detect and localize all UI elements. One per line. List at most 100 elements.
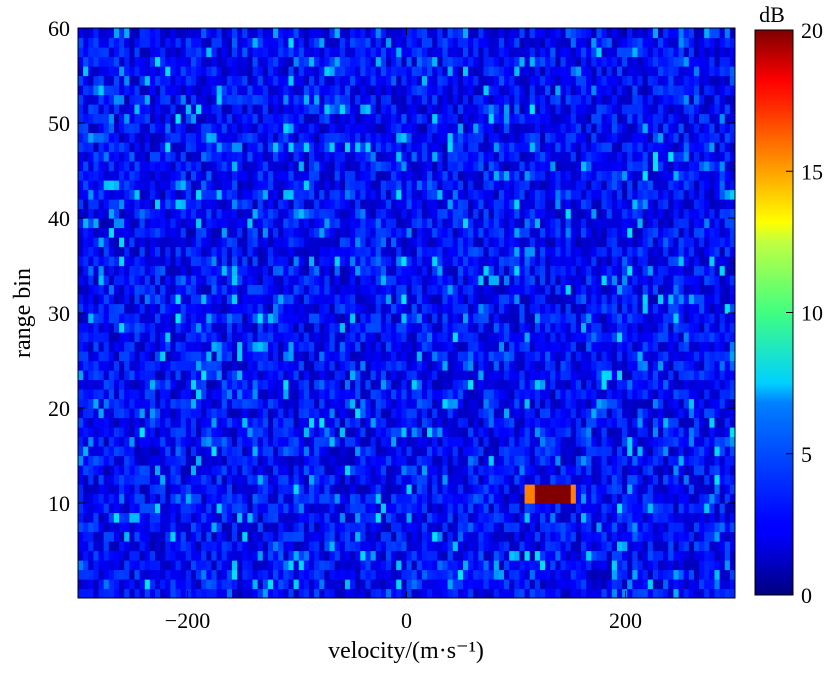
heatmap-cell	[581, 341, 587, 352]
heatmap-cell	[139, 474, 146, 485]
heatmap-cell	[509, 531, 515, 542]
heatmap-cell	[380, 360, 387, 371]
heatmap-cell	[663, 237, 669, 248]
heatmap-cell	[108, 569, 115, 580]
heatmap-cell	[437, 560, 444, 571]
heatmap-cell	[267, 569, 274, 580]
heatmap-cell	[534, 436, 541, 447]
heatmap-cell	[488, 493, 495, 504]
heatmap-cell	[226, 560, 233, 571]
heatmap-cell	[401, 341, 408, 352]
heatmap-cell	[175, 436, 182, 447]
heatmap-cell	[724, 550, 731, 561]
heatmap-cell	[329, 417, 336, 428]
heatmap-cell	[329, 275, 336, 286]
heatmap-cell	[283, 465, 290, 476]
heatmap-cell	[688, 256, 695, 267]
heatmap-cell	[247, 493, 254, 504]
heatmap-cell	[606, 474, 613, 485]
heatmap-cell	[560, 484, 567, 495]
heatmap-cell	[406, 294, 413, 305]
heatmap-cell	[678, 417, 685, 428]
heatmap-cell	[303, 294, 310, 305]
heatmap-cell	[329, 379, 336, 390]
heatmap-cell	[201, 227, 207, 238]
heatmap-cell	[534, 237, 541, 248]
heatmap-cell	[360, 360, 367, 371]
heatmap-cell	[149, 408, 156, 419]
heatmap-cell	[134, 265, 141, 276]
heatmap-cell	[293, 417, 300, 428]
heatmap-cell	[478, 484, 485, 495]
heatmap-cell	[565, 332, 572, 343]
heatmap-cell	[252, 417, 259, 428]
heatmap-cell	[514, 370, 521, 381]
heatmap-cell	[447, 237, 454, 248]
heatmap-cell	[124, 550, 130, 561]
heatmap-cell	[257, 408, 264, 419]
heatmap-cell	[663, 370, 669, 381]
heatmap-cell	[539, 332, 546, 343]
heatmap-cell	[185, 360, 192, 371]
heatmap-cell	[560, 379, 567, 390]
heatmap-cell	[457, 294, 464, 305]
heatmap-cell	[160, 246, 166, 257]
heatmap-cell	[252, 455, 259, 466]
heatmap-cell	[432, 398, 438, 409]
heatmap-cell	[103, 246, 110, 257]
heatmap-cell	[206, 379, 213, 390]
heatmap-cell	[678, 256, 685, 267]
heatmap-cell	[113, 227, 120, 238]
heatmap-cell	[575, 427, 582, 438]
heatmap-cell	[262, 484, 269, 495]
heatmap-cell	[493, 379, 500, 390]
heatmap-cell	[154, 379, 161, 390]
heatmap-cell	[370, 493, 377, 504]
heatmap-cell	[175, 227, 182, 238]
heatmap-cell	[539, 275, 546, 286]
heatmap-cell	[375, 550, 382, 561]
heatmap-cell	[144, 493, 151, 504]
heatmap-cell	[190, 588, 197, 598]
heatmap-cell	[642, 284, 649, 295]
heatmap-cell	[221, 569, 228, 580]
heatmap-cell	[596, 560, 603, 571]
heatmap-cell	[514, 313, 521, 324]
heatmap-cell	[498, 579, 505, 590]
heatmap-cell	[375, 322, 382, 333]
heatmap-cell	[545, 512, 551, 523]
heatmap-cell	[586, 389, 592, 400]
heatmap-cell	[447, 417, 454, 428]
heatmap-cell	[190, 341, 197, 352]
heatmap-cell	[185, 503, 192, 514]
heatmap-cell	[370, 303, 377, 314]
heatmap-cell	[519, 227, 526, 238]
heatmap-cell	[724, 560, 731, 571]
heatmap-cell	[483, 531, 490, 542]
heatmap-cell	[462, 360, 469, 371]
heatmap-cell	[344, 332, 351, 343]
heatmap-cell	[437, 322, 444, 333]
heatmap-cell	[303, 370, 310, 381]
heatmap-cell	[729, 256, 735, 267]
heatmap-cell	[457, 484, 464, 495]
heatmap-cell	[416, 522, 423, 533]
heatmap-cell	[524, 322, 531, 333]
heatmap-cell	[252, 427, 259, 438]
heatmap-cell	[570, 427, 577, 438]
heatmap-cell	[514, 360, 521, 371]
heatmap-cell	[396, 284, 402, 295]
heatmap-cell	[514, 417, 521, 428]
heatmap-cell	[601, 379, 608, 390]
heatmap-cell	[134, 541, 141, 552]
heatmap-cell	[237, 284, 243, 295]
heatmap-cell	[344, 550, 351, 561]
heatmap-cell	[262, 351, 269, 362]
heatmap-cell	[411, 398, 418, 409]
heatmap-cell	[278, 322, 284, 333]
heatmap-cell	[201, 569, 207, 580]
heatmap-cell	[514, 436, 521, 447]
heatmap-cell	[134, 550, 141, 561]
heatmap-cell	[539, 484, 546, 495]
heatmap-cell	[211, 436, 218, 447]
